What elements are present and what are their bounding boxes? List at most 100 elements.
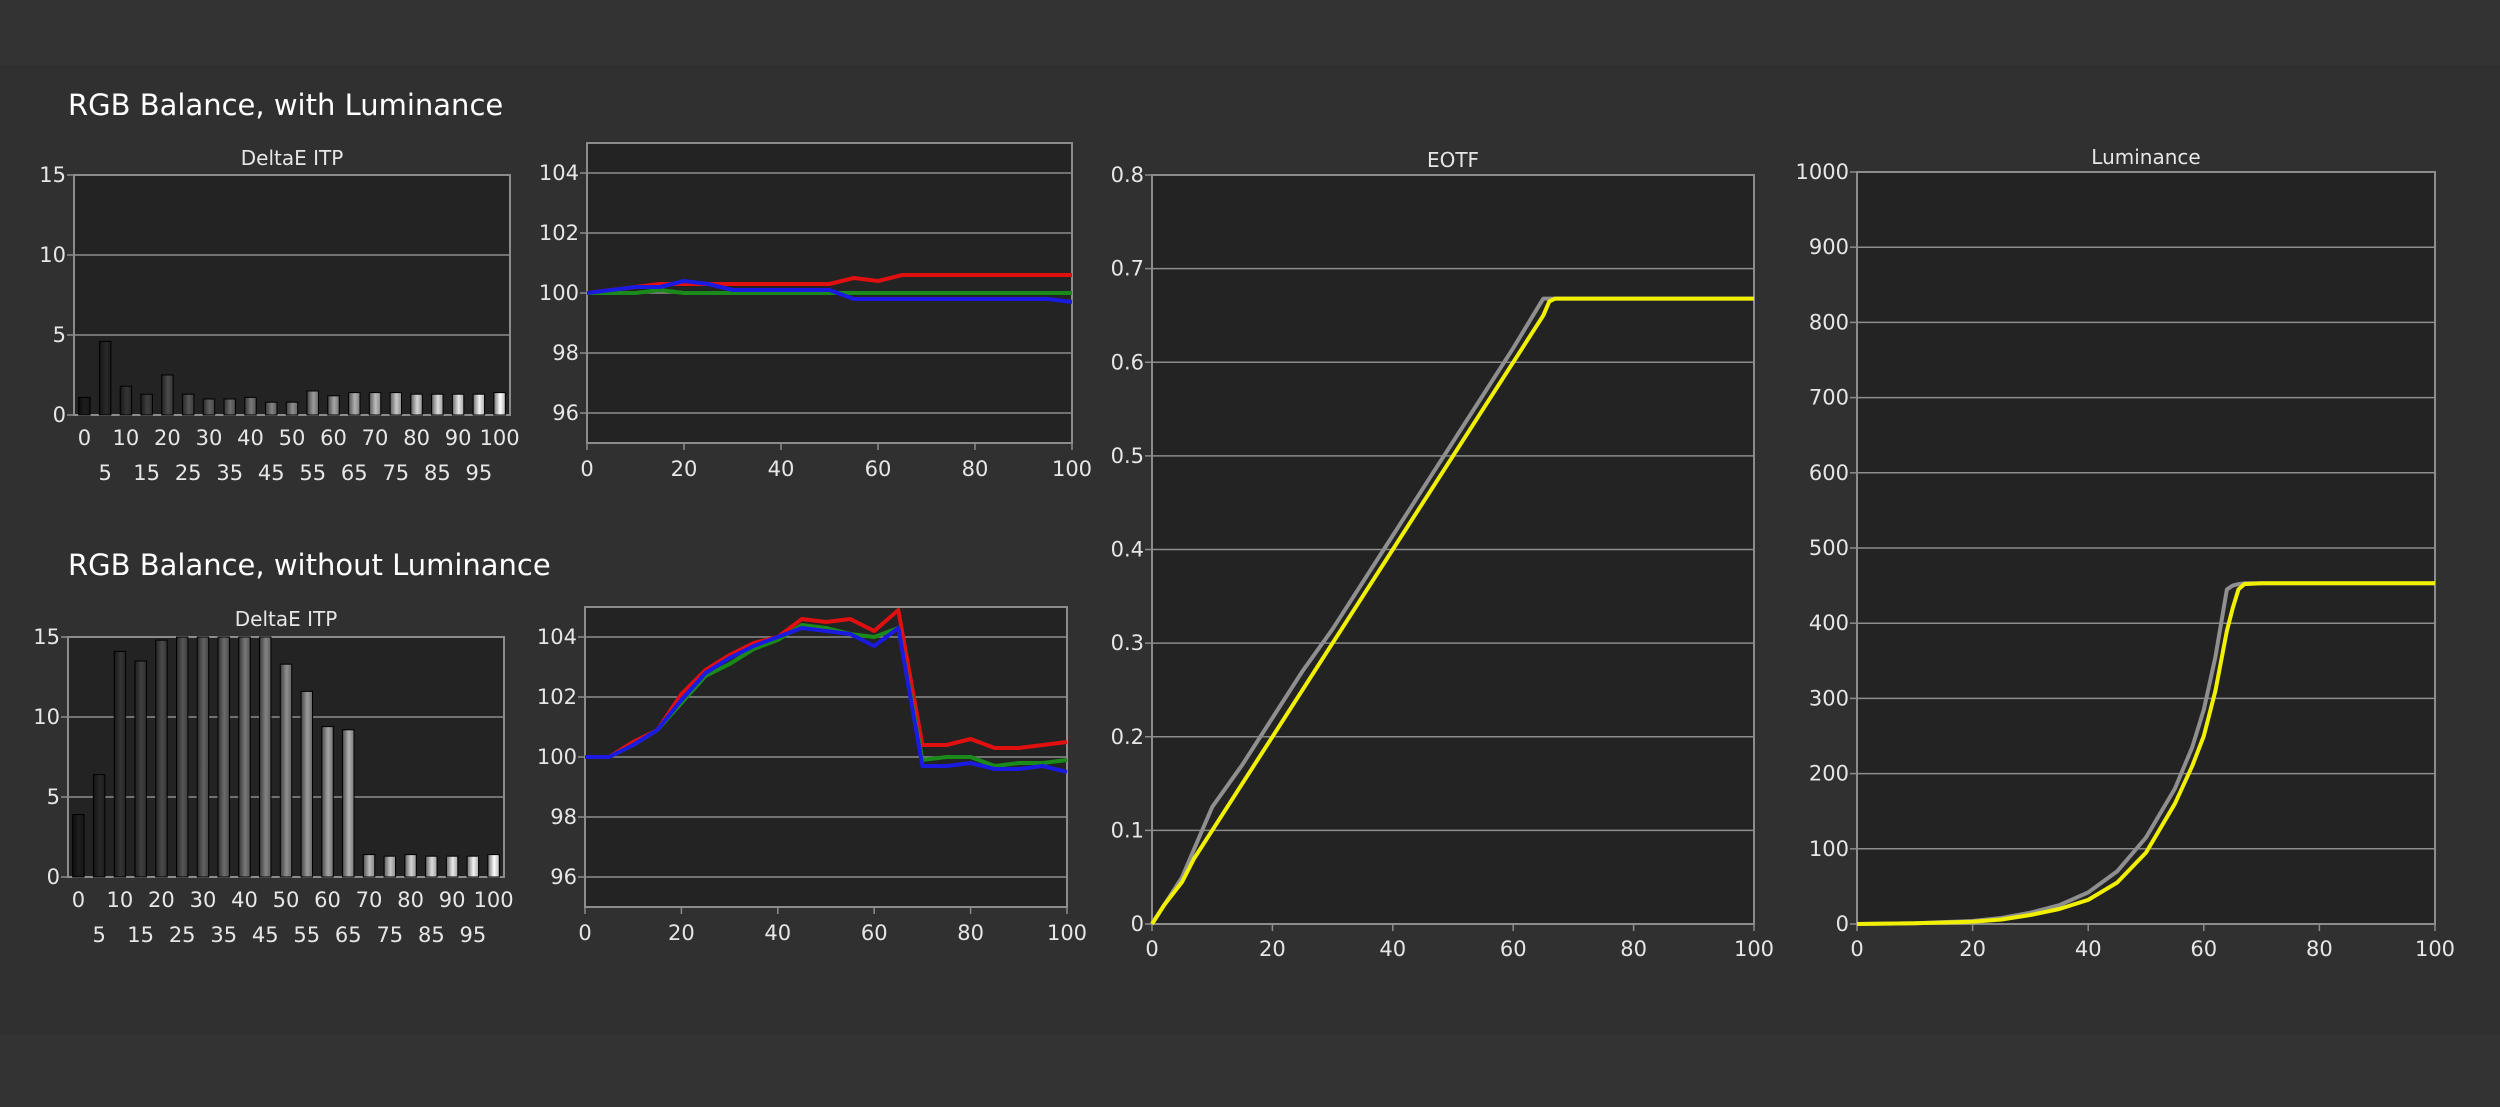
heading-without-luminance: RGB Balance, without Luminance: [68, 548, 551, 582]
x-tick-label: 45: [252, 923, 279, 947]
x-tick-label: 50: [279, 426, 306, 450]
x-tick-label: 90: [439, 888, 466, 912]
x-tick-label: 70: [356, 888, 383, 912]
series-line-measured: [1150, 296, 1754, 926]
y-tick-label: 0.2: [1111, 725, 1144, 749]
x-tick-label: 100: [480, 426, 520, 450]
x-tick-label: 80: [2306, 937, 2333, 961]
x-tick-label: 0: [1850, 937, 1863, 961]
y-tick-label: 900: [1809, 235, 1849, 259]
x-tick-label: 100: [474, 888, 514, 912]
x-tick-label: 100: [1734, 937, 1774, 961]
bar: [362, 854, 376, 878]
x-tick-label: 55: [293, 923, 320, 947]
x-tick-label: 10: [107, 888, 134, 912]
x-tick-label: 40: [2075, 937, 2102, 961]
bar: [175, 636, 189, 878]
bar: [78, 396, 91, 416]
x-tick-label: 90: [445, 426, 472, 450]
y-tick-label: 0: [1836, 912, 1849, 936]
x-tick-label: 20: [154, 426, 181, 450]
x-tick-label: 70: [362, 426, 389, 450]
x-tick-label: 85: [424, 461, 451, 485]
y-tick-label: 300: [1809, 686, 1849, 710]
y-tick-label: 400: [1809, 611, 1849, 635]
bar: [140, 393, 153, 416]
bar: [327, 395, 340, 416]
y-tick-label: 700: [1809, 386, 1849, 410]
y-tick-label: 0.7: [1111, 257, 1144, 281]
y-tick-label: 200: [1809, 762, 1849, 786]
x-tick-label: 80: [1620, 937, 1647, 961]
bar: [451, 393, 465, 416]
chart-title: EOTF: [1427, 148, 1479, 172]
x-tick-label: 40: [764, 921, 791, 945]
x-tick-label: 50: [273, 888, 300, 912]
bar: [300, 690, 313, 878]
x-tick-label: 55: [299, 461, 326, 485]
chart-title: Luminance: [2091, 145, 2200, 169]
y-tick-label: 0.8: [1111, 163, 1144, 187]
y-tick-label: 10: [33, 705, 60, 729]
bar: [425, 855, 438, 878]
bar: [181, 393, 195, 416]
x-tick-label: 60: [2190, 937, 2217, 961]
chart-title: DeltaE ITP: [235, 607, 338, 631]
y-tick-label: 96: [552, 401, 579, 425]
x-tick-label: 40: [768, 457, 795, 481]
y-tick-label: 96: [550, 865, 577, 889]
y-tick-label: 104: [537, 625, 577, 649]
series-line-measured: [1856, 581, 2435, 926]
bar: [259, 636, 272, 878]
y-tick-label: 500: [1809, 536, 1849, 560]
x-tick-label: 40: [1379, 937, 1406, 961]
x-tick-label: 5: [92, 923, 105, 947]
y-tick-label: 98: [552, 341, 579, 365]
chart-luminance: [1850, 171, 2436, 931]
bar: [445, 855, 459, 878]
x-tick-label: 60: [1500, 937, 1527, 961]
x-tick-label: 60: [861, 921, 888, 945]
bar: [389, 392, 403, 416]
bar: [244, 396, 257, 416]
bar: [348, 392, 361, 416]
chart-rgb_with: [580, 142, 1073, 450]
bar: [98, 340, 112, 416]
x-tick-label: 80: [962, 457, 989, 481]
x-tick-label: 100: [1047, 921, 1087, 945]
bar: [134, 660, 147, 878]
x-tick-label: 35: [216, 461, 243, 485]
bar: [223, 398, 236, 416]
y-tick-label: 15: [33, 625, 60, 649]
x-tick-label: 20: [1959, 937, 1986, 961]
x-tick-label: 35: [210, 923, 237, 947]
x-tick-label: 10: [113, 426, 140, 450]
x-tick-label: 95: [459, 923, 486, 947]
bar: [431, 393, 444, 416]
y-tick-label: 0: [53, 403, 66, 427]
y-tick-label: 100: [537, 745, 577, 769]
x-tick-label: 0: [580, 457, 593, 481]
bar: [279, 663, 293, 878]
bar: [404, 854, 417, 878]
x-tick-label: 60: [314, 888, 341, 912]
y-tick-label: 0.6: [1111, 350, 1144, 374]
bar: [472, 393, 486, 416]
series-line-green: [587, 288, 1072, 295]
y-tick-label: 102: [539, 221, 579, 245]
x-tick-label: 15: [133, 461, 160, 485]
x-tick-label: 0: [78, 426, 91, 450]
bar: [113, 650, 127, 878]
x-tick-label: 20: [1259, 937, 1286, 961]
chart-title: DeltaE ITP: [241, 146, 344, 170]
y-tick-label: 600: [1809, 461, 1849, 485]
y-tick-label: 102: [537, 685, 577, 709]
chart-deltae_with: [67, 174, 511, 416]
bar: [383, 855, 397, 878]
x-tick-label: 0: [72, 888, 85, 912]
bar: [368, 392, 382, 416]
x-tick-label: 100: [1052, 457, 1092, 481]
y-tick-label: 5: [53, 323, 66, 347]
chart-eotf: [1145, 174, 1755, 931]
